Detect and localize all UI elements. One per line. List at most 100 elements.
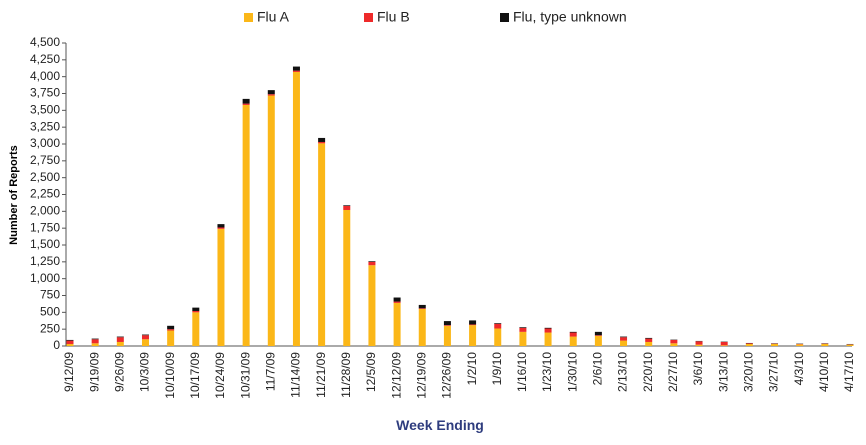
bar-segment (243, 104, 250, 105)
legend-label: Flu A (257, 9, 290, 25)
x-tick-label: 9/19/09 (87, 352, 101, 392)
x-tick-label: 10/24/09 (213, 352, 227, 399)
bar-segment (394, 303, 401, 346)
legend-swatch (364, 13, 373, 22)
x-tick-label: 9/26/09 (112, 352, 126, 392)
bar-segment (419, 308, 426, 309)
bar-segment (444, 326, 451, 346)
bar-segment (394, 298, 401, 302)
bar-segment (117, 342, 124, 346)
x-tick-label: 11/14/09 (289, 352, 303, 398)
bar-segment (494, 323, 501, 324)
bar-segment (243, 105, 250, 346)
bar-segment (343, 210, 350, 346)
bar-segment (771, 344, 778, 346)
bar-segment (293, 71, 300, 72)
bar-segment (721, 345, 728, 346)
y-tick-label: 1,250 (30, 254, 60, 268)
legend-label: Flu B (377, 9, 410, 25)
x-tick-label: 4/3/10 (792, 352, 806, 386)
x-tick-label: 3/27/10 (767, 352, 781, 392)
x-tick-label: 1/30/10 (565, 352, 579, 392)
bar-segment (343, 205, 350, 206)
x-tick-label: 12/26/09 (440, 352, 454, 399)
bar-segment (645, 342, 652, 346)
bar-segment (192, 308, 199, 311)
bar-segment (368, 261, 375, 262)
bar-segment (696, 345, 703, 346)
x-tick-label: 10/10/09 (163, 352, 177, 399)
x-tick-label: 3/20/10 (742, 352, 756, 392)
x-tick-label: 10/17/09 (188, 352, 202, 399)
bar-segment (394, 302, 401, 303)
y-tick-label: 3,500 (30, 103, 60, 117)
bar-segment (167, 331, 174, 346)
bar-segment (268, 90, 275, 94)
y-tick-label: 250 (40, 321, 60, 335)
bar-segment (92, 339, 99, 340)
x-tick-label: 11/28/09 (339, 352, 353, 398)
legend-swatch (500, 13, 509, 22)
bar-segment (167, 329, 174, 330)
bar-segment (645, 338, 652, 339)
x-tick-label: 3/13/10 (716, 352, 730, 392)
bar-segment (67, 340, 74, 341)
y-tick-label: 1,500 (30, 237, 60, 251)
bar-segment (696, 341, 703, 344)
bar-segment (847, 345, 854, 346)
bar-segment (343, 206, 350, 210)
bar-segment (192, 311, 199, 312)
bar-segment (419, 309, 426, 346)
bar-segment (746, 343, 753, 344)
bar-segment (217, 229, 224, 346)
bar-segment (545, 328, 552, 329)
bar-segment (268, 96, 275, 346)
bar-segment (494, 324, 501, 329)
x-tick-label: 1/2/10 (465, 352, 479, 386)
y-tick-label: 2,500 (30, 170, 60, 184)
x-tick-label: 12/12/09 (389, 352, 403, 399)
bar-segment (92, 339, 99, 343)
bar-segment (620, 337, 627, 340)
x-axis-title: Week Ending (396, 417, 484, 433)
bar-segment (318, 142, 325, 143)
bar-segment (192, 312, 199, 346)
y-axis-title: Number of Reports (8, 145, 20, 245)
y-tick-label: 4,500 (30, 35, 60, 49)
legend-swatch (244, 13, 253, 22)
y-tick-label: 2,250 (30, 187, 60, 201)
bar-segment (721, 342, 728, 345)
y-tick-label: 2,000 (30, 204, 60, 218)
legend-label: Flu, type unknown (513, 9, 627, 25)
bar-segment (142, 339, 149, 346)
x-tick-label: 2/6/10 (591, 352, 605, 386)
y-tick-label: 3,250 (30, 119, 60, 133)
x-tick-label: 4/17/10 (842, 352, 856, 392)
bar-segment (519, 332, 526, 346)
y-tick-label: 500 (40, 305, 60, 319)
bar-segment (595, 332, 602, 335)
bar-segment (469, 325, 476, 346)
bar-segment (545, 328, 552, 332)
bar-segment (519, 328, 526, 332)
x-tick-label: 1/23/10 (540, 352, 554, 392)
bar-segment (570, 333, 577, 337)
y-tick-label: 750 (40, 288, 60, 302)
bar-segment (293, 72, 300, 346)
bar-segment (142, 335, 149, 336)
bar-segment (821, 344, 828, 346)
bar-segment (293, 67, 300, 71)
bar-segment (268, 94, 275, 95)
y-tick-label: 2,750 (30, 153, 60, 167)
bar-segment (595, 335, 602, 336)
bar-segment (243, 99, 250, 104)
bar-segment (217, 224, 224, 227)
y-tick-label: 3,750 (30, 86, 60, 100)
y-tick-label: 3,000 (30, 136, 60, 150)
bar-segment (444, 321, 451, 325)
bar-segment (645, 339, 652, 342)
x-tick-label: 1/16/10 (515, 352, 529, 392)
bar-segment (368, 265, 375, 346)
x-tick-label: 12/5/09 (364, 352, 378, 392)
